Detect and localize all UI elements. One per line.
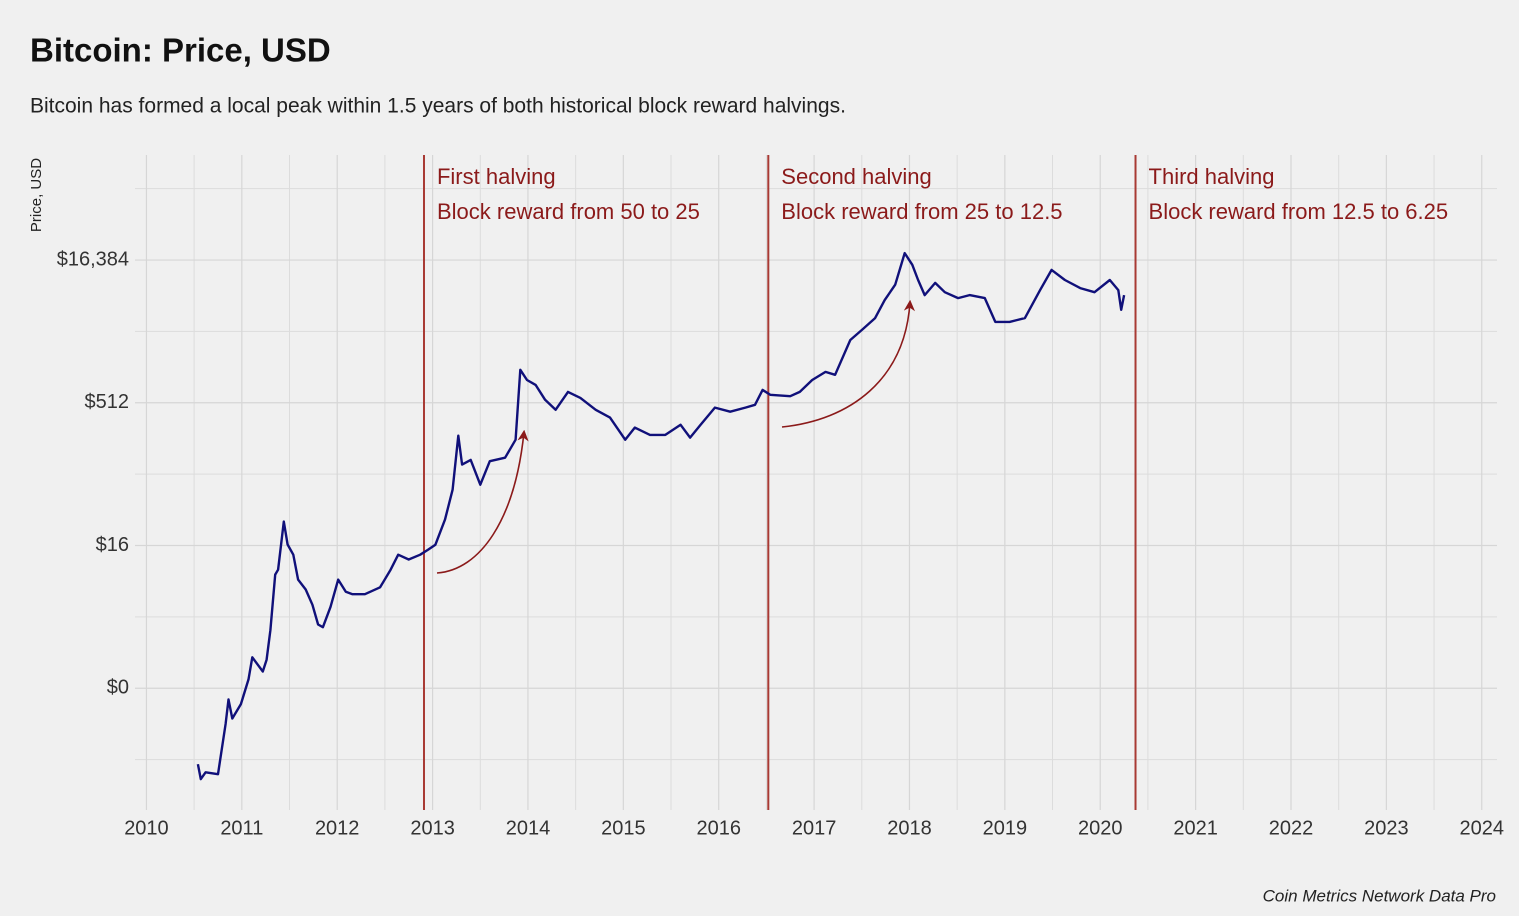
x-tick-label: 2013 <box>410 817 455 839</box>
x-tick-label: 2023 <box>1364 817 1409 839</box>
grid <box>135 155 1497 810</box>
x-tick-label: 2019 <box>983 817 1028 839</box>
annotation-text: Block reward from 25 to 12.5 <box>781 199 1062 224</box>
x-tick-label: 2018 <box>887 817 932 839</box>
chart-title: Bitcoin: Price, USD <box>30 32 331 69</box>
x-tick-label: 2011 <box>220 817 263 839</box>
annotation-arrow <box>781 299 916 428</box>
x-tick-label: 2024 <box>1459 817 1504 839</box>
annotation-text: Block reward from 12.5 to 6.25 <box>1149 199 1449 224</box>
x-tick-label: 2016 <box>696 817 741 839</box>
x-tick-label: 2022 <box>1269 817 1314 839</box>
price-line <box>196 251 1126 781</box>
annotation-text: Third halving <box>1149 164 1275 189</box>
y-tick-label: $0 <box>107 677 129 699</box>
y-tick-label: $512 <box>85 391 130 413</box>
x-tick-label: 2020 <box>1078 817 1123 839</box>
y-tick-label: $16 <box>96 534 129 556</box>
x-tick-label: 2015 <box>601 817 646 839</box>
x-tick-label: 2010 <box>124 817 169 839</box>
annotation-arrow <box>436 429 529 574</box>
x-tick-label: 2014 <box>506 817 551 839</box>
y-axis-label: Price, USD <box>28 158 45 232</box>
x-tick-label: 2021 <box>1173 817 1218 839</box>
y-tick-label: $16,384 <box>57 248 129 270</box>
source-note: Coin Metrics Network Data Pro <box>1263 886 1496 905</box>
annotation-text: First halving <box>437 164 556 189</box>
chart-subtitle: Bitcoin has formed a local peak within 1… <box>30 95 846 118</box>
x-tick-label: 2017 <box>792 817 837 839</box>
annotation-text: Second halving <box>781 164 931 189</box>
x-tick-label: 2012 <box>315 817 360 839</box>
annotation-text: Block reward from 50 to 25 <box>437 199 700 224</box>
